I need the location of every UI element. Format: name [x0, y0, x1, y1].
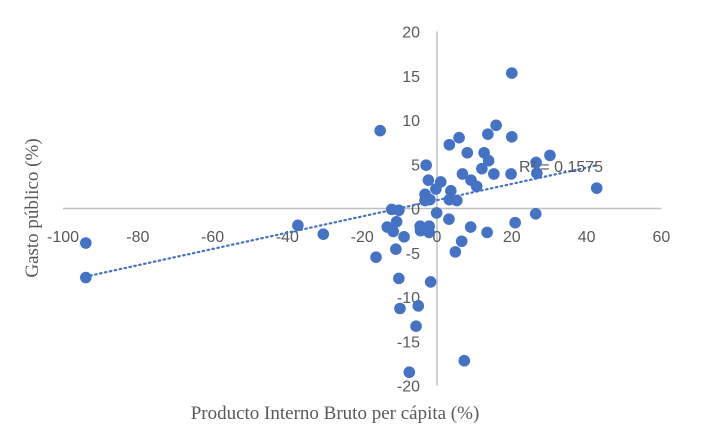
data-point	[414, 224, 427, 237]
r-squared-label: R² = 0.1575	[519, 159, 603, 176]
data-point	[505, 168, 517, 180]
y-axis-title: Gasto público (%)	[22, 138, 43, 277]
data-point	[590, 182, 603, 194]
data-point	[422, 174, 435, 186]
data-point	[482, 154, 495, 167]
data-point	[443, 138, 456, 151]
y-tick-label: 0	[411, 202, 420, 219]
data-point	[531, 167, 543, 179]
data-point	[464, 221, 477, 233]
data-point	[374, 124, 386, 137]
x-tick-label: -80	[126, 229, 149, 246]
data-point	[398, 231, 410, 243]
data-point	[455, 235, 468, 248]
y-tick-label: 10	[402, 113, 420, 130]
x-tick-label: 0	[433, 229, 442, 246]
trendline	[84, 164, 599, 278]
y-tick-label: 20	[402, 25, 420, 42]
y-tick-label: 15	[402, 69, 420, 86]
x-tick-label: -20	[351, 229, 374, 246]
data-point	[461, 146, 474, 159]
data-point	[506, 67, 518, 79]
data-point	[476, 162, 488, 175]
data-point	[317, 228, 330, 240]
data-point	[443, 213, 455, 225]
data-point	[393, 204, 405, 217]
data-point	[544, 149, 556, 162]
data-point	[390, 215, 403, 228]
data-point	[80, 271, 92, 284]
x-tick-label: 20	[503, 229, 521, 246]
y-tick-label: -15	[397, 334, 420, 351]
data-point	[430, 207, 443, 219]
axes	[63, 31, 662, 386]
data-point	[419, 194, 431, 207]
data-point	[394, 302, 406, 315]
data-point	[424, 276, 437, 288]
data-point	[393, 272, 405, 285]
data-point	[482, 128, 494, 140]
data-point	[488, 168, 500, 180]
data-points	[80, 67, 603, 379]
tick-labels: -100 -80 -60 -40 -20 0 20 40 6020151050-5-10-15-…	[47, 25, 670, 396]
data-point	[470, 180, 483, 193]
data-point	[420, 159, 432, 171]
y-tick-label: 5	[411, 157, 420, 174]
trendline-line	[84, 164, 599, 278]
x-tick-label: 60	[653, 229, 671, 246]
data-point	[80, 237, 92, 249]
y-tick-label: -20	[397, 379, 420, 396]
x-tick-label: -100	[47, 229, 79, 246]
data-point	[529, 208, 542, 220]
data-point	[387, 225, 400, 238]
x-axis-title: Producto Interno Bruto per cápita (%)	[191, 403, 480, 424]
data-point	[509, 216, 521, 229]
data-point	[458, 354, 471, 367]
data-point	[530, 156, 542, 169]
data-point	[430, 183, 442, 195]
data-point	[390, 243, 402, 256]
data-point	[412, 300, 425, 312]
x-tick-label: 40	[578, 229, 596, 246]
data-point	[453, 131, 465, 144]
data-point	[490, 119, 502, 132]
data-point	[403, 366, 416, 379]
data-point	[423, 226, 435, 239]
data-point	[292, 219, 304, 232]
y-tick-label: -5	[406, 246, 420, 263]
data-point	[456, 168, 469, 180]
x-tick-label: -60	[201, 229, 224, 246]
data-point	[449, 246, 462, 258]
data-point	[451, 194, 463, 207]
data-point	[481, 226, 493, 239]
data-point	[370, 251, 382, 263]
data-point	[506, 131, 518, 143]
data-point	[445, 185, 457, 197]
data-point	[410, 320, 422, 333]
